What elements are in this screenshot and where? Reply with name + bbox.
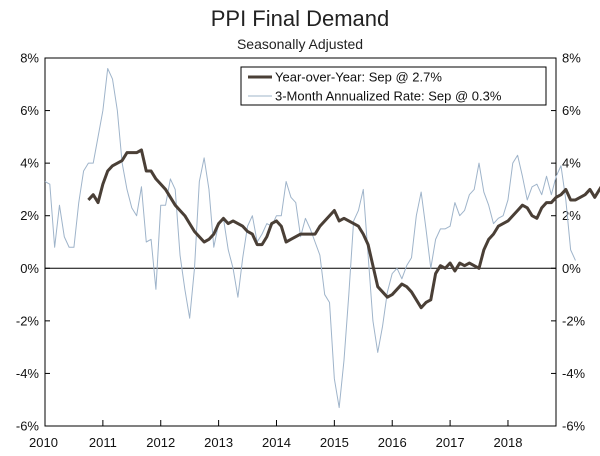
- y-axis-ticks: -6% -6% -4% -4% -2% -2% 0% 0% 2% 2% 4% 4% 6% 6% 8% 8%: [16, 51, 586, 434]
- x-tick-label: 2016: [378, 435, 407, 450]
- chart-title: PPI Final Demand: [210, 6, 390, 31]
- x-tick-label: 2012: [146, 435, 175, 450]
- y-tick-label-left: 8%: [20, 51, 39, 66]
- series-line-three_month: [44, 68, 576, 409]
- x-tick-label: 2010: [29, 435, 58, 450]
- y-tick-label-right: 8%: [562, 51, 581, 66]
- chart-subtitle: Seasonally Adjusted: [236, 36, 364, 52]
- y-tick-label-left: -4%: [16, 366, 40, 381]
- y-tick-label-left: 6%: [20, 103, 39, 118]
- x-axis-ticks: 2010 2011 2012 2013 2014 2015 2016 2017 2018: [29, 420, 522, 450]
- series-group: [44, 68, 600, 409]
- y-tick-label-left: 2%: [20, 208, 39, 223]
- x-tick-label: 2017: [436, 435, 465, 450]
- legend: Year-over-Year: Sep @ 2.7% 3-Month Annua…: [240, 66, 547, 106]
- legend-box: [240, 66, 547, 106]
- y-tick-label-right: -2%: [562, 313, 586, 328]
- y-tick-label-right: -4%: [562, 366, 586, 381]
- legend-label-3-month: 3-Month Annualized Rate: Sep @ 0.3%: [275, 89, 502, 104]
- x-tick-label: 2011: [89, 435, 117, 450]
- x-tick-label: 2013: [204, 435, 233, 450]
- x-tick-label: 2014: [262, 435, 291, 450]
- x-tick-label: 2015: [320, 435, 349, 450]
- y-tick-label-right: -6%: [562, 419, 586, 434]
- y-tick-label-left: -2%: [16, 313, 40, 328]
- y-tick-label-right: 6%: [562, 103, 581, 118]
- x-tick-label: 2018: [494, 435, 523, 450]
- y-tick-label-left: -6%: [16, 419, 40, 434]
- legend-label-yoy: Year-over-Year: Sep @ 2.7%: [275, 70, 442, 85]
- series-line-yoy: [87, 148, 600, 310]
- y-tick-label-right: 4%: [562, 156, 581, 171]
- y-tick-label-left: 0%: [20, 261, 39, 276]
- y-tick-label-left: 4%: [20, 156, 39, 171]
- y-tick-label-right: 2%: [562, 208, 581, 223]
- plot-frame: [44, 57, 557, 427]
- y-tick-label-right: 0%: [562, 261, 581, 276]
